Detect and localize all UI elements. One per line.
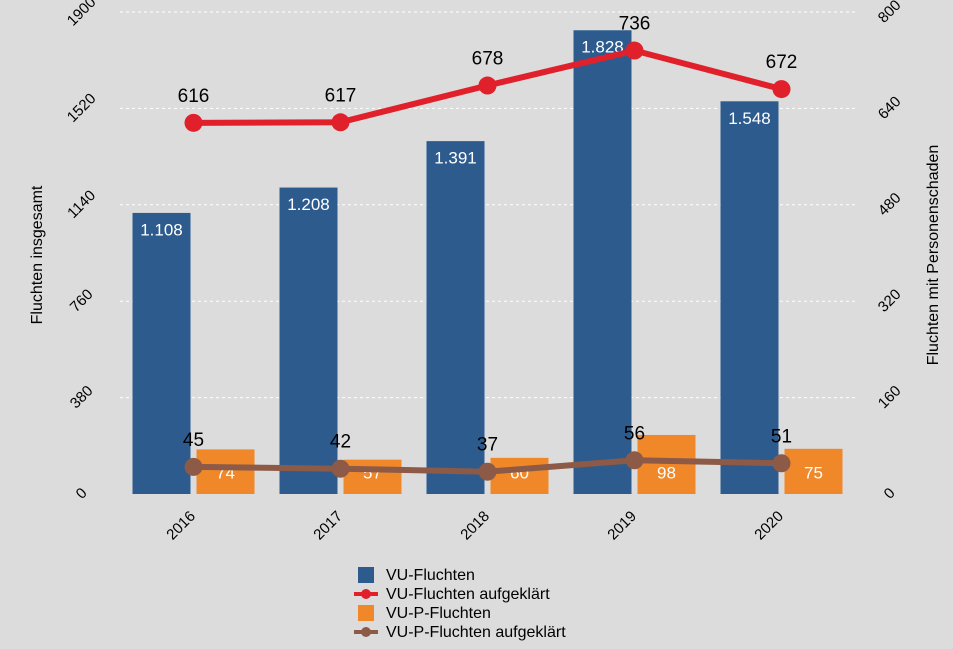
x-tick-label: 2019 [604, 508, 640, 544]
bar [637, 434, 696, 494]
data-label: 75 [804, 463, 823, 482]
y2-tick-label: 0 [881, 485, 899, 503]
line-point [478, 462, 497, 481]
y-tick-label: 0 [73, 485, 91, 503]
legend-label: VU-Fluchten [386, 567, 475, 584]
line-point [331, 459, 350, 478]
bar [490, 457, 549, 494]
bar [720, 101, 779, 494]
y2-tick-label: 800 [875, 0, 905, 26]
y2-axis-label: Fluchten mit Personenschaden [925, 145, 942, 366]
bar [784, 448, 843, 494]
bar [343, 459, 402, 494]
data-label: 1.391 [434, 149, 477, 168]
data-label: 678 [472, 49, 504, 70]
y-tick-label: 1520 [64, 90, 100, 126]
line-point [478, 76, 497, 95]
data-label: 616 [178, 86, 210, 107]
data-label: 37 [477, 435, 498, 456]
line-point [625, 41, 644, 60]
legend-swatch [361, 627, 371, 637]
legend-swatch [361, 589, 371, 599]
line-point [184, 113, 203, 132]
data-label: 56 [624, 423, 645, 444]
data-label: 1.828 [581, 38, 624, 57]
bar [279, 187, 338, 494]
x-tick-label: 2017 [310, 508, 346, 544]
data-label: 45 [183, 430, 204, 451]
y2-tick-label: 480 [875, 190, 905, 220]
data-label: 98 [657, 463, 676, 482]
data-label: 51 [771, 426, 792, 447]
y2-tick-label: 640 [875, 93, 905, 123]
legend-label: VU-Fluchten aufgeklärt [386, 586, 550, 603]
bar [132, 212, 191, 494]
y-tick-label: 1900 [64, 0, 100, 29]
legend-label: VU-P-Fluchten aufgeklärt [386, 624, 566, 641]
x-tick-label: 2018 [457, 508, 493, 544]
data-label: 617 [325, 85, 357, 106]
bar [426, 141, 485, 495]
legend-label: VU-P-Fluchten [386, 605, 491, 622]
data-label: 42 [330, 432, 351, 453]
y-tick-label: 380 [67, 382, 97, 412]
data-label: 1.208 [287, 195, 330, 214]
data-label: 672 [766, 52, 798, 73]
data-label: 1.108 [140, 220, 183, 239]
y2-tick-label: 320 [875, 286, 905, 316]
line-point [772, 80, 791, 99]
y-tick-label: 1140 [64, 187, 99, 222]
bar [573, 30, 632, 495]
line-point [331, 113, 350, 132]
x-tick-label: 2016 [163, 508, 199, 544]
legend-swatch [358, 605, 374, 621]
legend-swatch [358, 567, 374, 583]
data-label: 1.548 [728, 109, 771, 128]
line-point [625, 451, 644, 470]
line-point [184, 457, 203, 476]
data-label: 736 [619, 14, 651, 35]
line-point [772, 454, 791, 473]
y2-tick-label: 160 [875, 382, 905, 412]
x-tick-label: 2020 [751, 508, 787, 544]
y-tick-label: 760 [67, 286, 97, 316]
y-axis-label: Fluchten insgesamt [29, 185, 46, 324]
bar [196, 449, 255, 494]
